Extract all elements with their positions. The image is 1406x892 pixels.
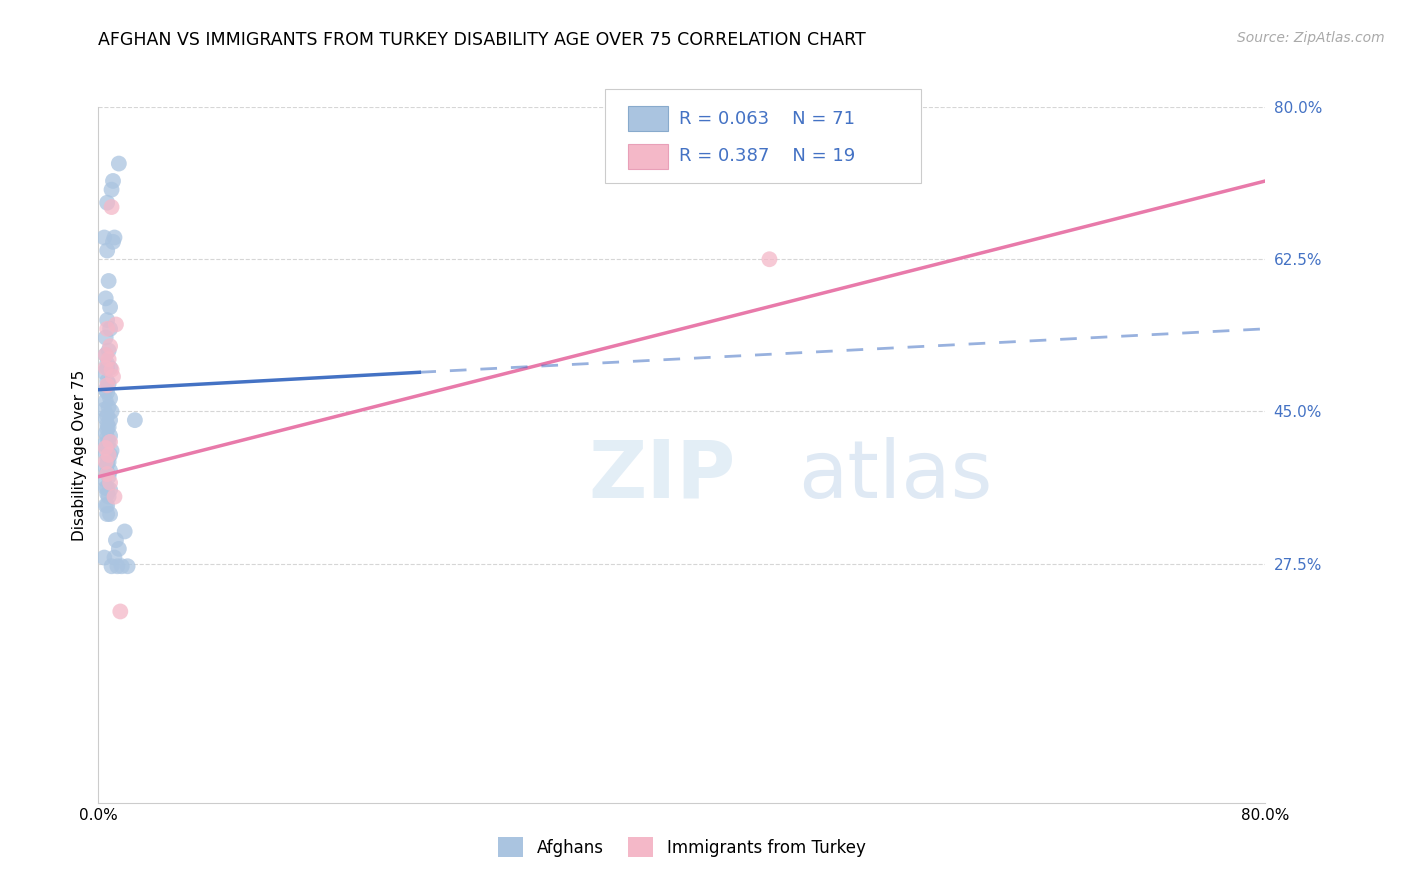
Point (94, 394, 117, 409)
Point (96, 357, 118, 371)
Point (98, 322, 121, 336)
Point (97, 434, 120, 449)
Point (94, 441, 117, 455)
Point (98, 339, 121, 353)
Point (108, 156, 131, 170)
Point (105, 559, 128, 574)
Point (97, 376, 120, 391)
Point (96, 481, 118, 495)
Point (117, 559, 139, 574)
Point (100, 443, 122, 458)
Point (94, 330, 117, 344)
Point (96, 507, 118, 521)
Point (124, 413, 146, 427)
Point (100, 200, 122, 214)
Point (94, 411, 117, 425)
Point (97, 448, 120, 462)
Point (93, 365, 115, 379)
Legend: Afghans, Immigrants from Turkey: Afghans, Immigrants from Turkey (492, 830, 872, 864)
Point (104, 533, 127, 548)
Text: R = 0.063    N = 71: R = 0.063 N = 71 (679, 110, 855, 128)
Point (97, 469, 120, 483)
Point (96, 409, 118, 423)
Point (96, 457, 118, 471)
Point (114, 524, 136, 539)
Point (97, 400, 120, 414)
Point (97, 352, 120, 367)
Point (93, 402, 115, 417)
Point (96, 244, 118, 258)
Point (100, 183, 122, 197)
Text: Source: ZipAtlas.com: Source: ZipAtlas.com (1237, 31, 1385, 45)
Point (97, 420, 120, 434)
Point (94, 383, 117, 397)
Point (96, 313, 118, 327)
Point (96, 195, 118, 210)
Point (96, 431, 118, 445)
Point (94, 348, 117, 362)
Point (98, 434, 121, 449)
Point (93, 437, 115, 451)
Point (101, 235, 124, 249)
Point (96, 439, 118, 453)
Point (94, 455, 117, 469)
Text: R = 0.387    N = 19: R = 0.387 N = 19 (679, 147, 855, 165)
Point (96, 374, 118, 388)
Point (98, 413, 121, 427)
Point (97, 455, 120, 469)
Text: atlas: atlas (799, 437, 993, 515)
Point (110, 605, 132, 619)
Point (96, 385, 118, 400)
Point (101, 174, 124, 188)
Point (97, 490, 120, 504)
Point (100, 362, 122, 376)
Point (93, 230, 115, 244)
Point (103, 550, 125, 565)
Point (96, 322, 118, 336)
Point (96, 422, 118, 436)
Point (758, 252, 780, 267)
Point (98, 360, 121, 375)
Point (94, 461, 117, 475)
Point (96, 452, 118, 467)
Point (98, 392, 121, 406)
Point (93, 472, 115, 486)
Text: ZIP: ZIP (589, 437, 735, 515)
Point (94, 426, 117, 441)
Point (96, 466, 118, 480)
Point (96, 467, 118, 481)
Point (98, 429, 121, 443)
Point (104, 318, 127, 332)
Point (94, 446, 117, 460)
Point (94, 291, 117, 305)
Point (96, 487, 118, 501)
Point (98, 475, 121, 490)
Point (98, 464, 121, 478)
Point (103, 490, 125, 504)
Point (94, 360, 117, 375)
Point (94, 348, 117, 362)
Point (98, 507, 121, 521)
Point (97, 343, 120, 358)
Point (98, 483, 121, 497)
Point (100, 404, 122, 418)
Point (96, 378, 118, 392)
Point (111, 559, 134, 574)
Point (98, 300, 121, 314)
Point (96, 417, 118, 432)
Point (96, 360, 118, 375)
Text: AFGHAN VS IMMIGRANTS FROM TURKEY DISABILITY AGE OVER 75 CORRELATION CHART: AFGHAN VS IMMIGRANTS FROM TURKEY DISABIL… (98, 31, 866, 49)
Point (97, 274, 120, 288)
Point (108, 541, 131, 556)
Point (101, 369, 124, 384)
Y-axis label: Disability Age Over 75: Disability Age Over 75 (72, 369, 87, 541)
Point (94, 499, 117, 513)
Point (96, 499, 118, 513)
Point (100, 559, 122, 574)
Point (103, 230, 125, 244)
Point (94, 481, 117, 495)
Point (93, 550, 115, 565)
Point (98, 448, 121, 462)
